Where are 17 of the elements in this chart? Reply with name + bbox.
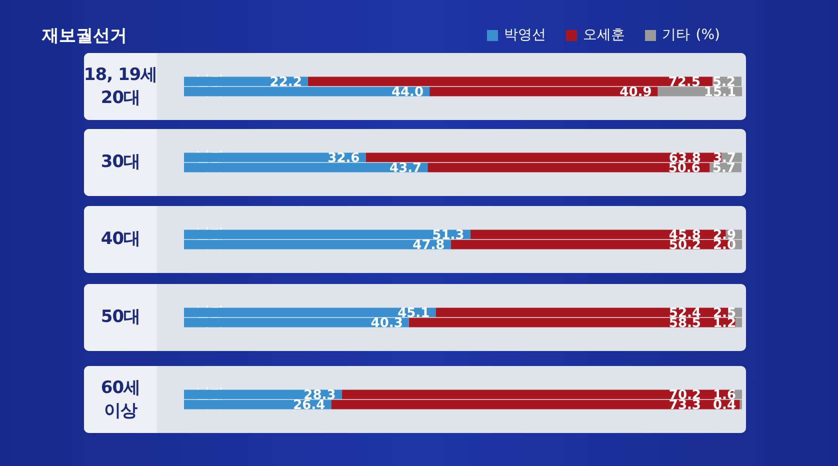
data-label: 32.6 xyxy=(328,150,360,166)
data-label: 43.7 xyxy=(390,160,422,176)
legend-label: 박영선 xyxy=(504,26,546,44)
chart-title: 50대 xyxy=(100,306,140,329)
legend-label: 기타 xyxy=(662,26,690,44)
legend-label: 오세훈 xyxy=(582,26,625,44)
chart-title: 40대 xyxy=(100,228,140,251)
data-label: 72.5 xyxy=(668,74,700,90)
text: 재보궐선거 xyxy=(42,25,127,47)
data-label: 44.0 xyxy=(391,84,424,100)
data-label: 40.9 xyxy=(620,84,652,100)
data-label: 22.2 xyxy=(270,74,302,90)
text: (%) xyxy=(696,27,720,43)
chart-title: 30대 xyxy=(100,151,140,174)
chart-title: 18, 19세 20대 xyxy=(84,64,158,110)
data-label: 40.3 xyxy=(370,316,403,331)
chart-title: 60세 이상 xyxy=(100,376,140,422)
